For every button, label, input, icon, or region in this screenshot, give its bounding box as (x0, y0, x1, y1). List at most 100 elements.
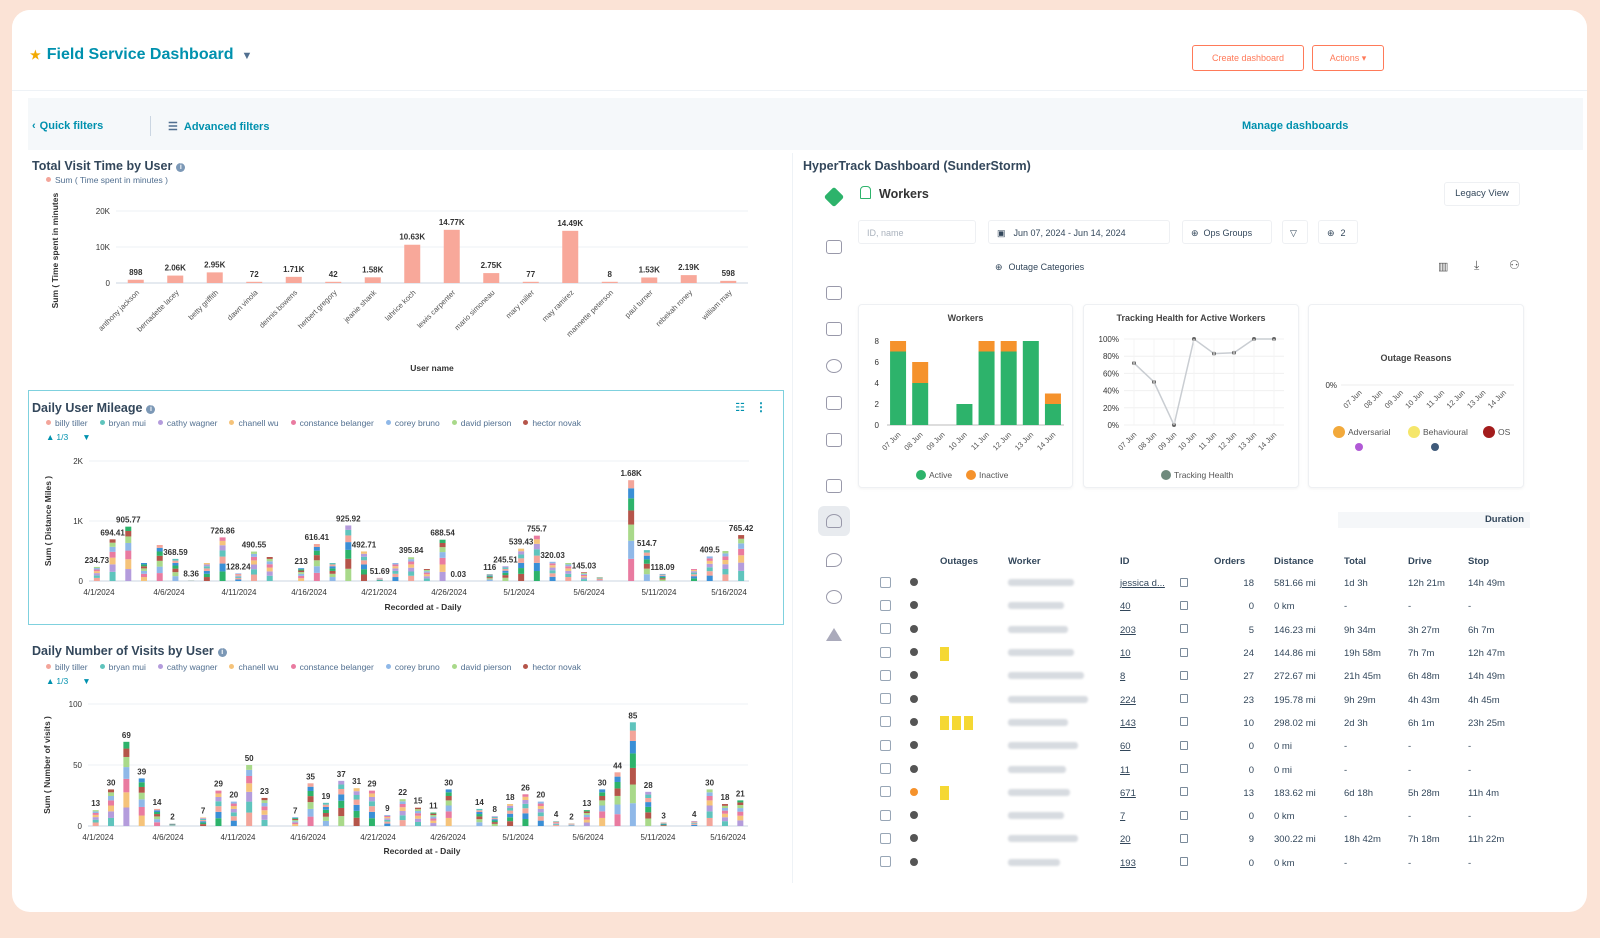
legend-item[interactable]: constance belanger (290, 418, 374, 428)
row-checkbox[interactable] (880, 693, 891, 705)
pager-next-icon[interactable]: ▼ (82, 676, 91, 686)
row-checkbox[interactable] (880, 716, 891, 728)
worker-id-link[interactable]: 224 (1120, 694, 1136, 706)
row-checkbox[interactable] (880, 739, 891, 751)
legend-item[interactable]: bryan mui (99, 418, 146, 428)
legend-item[interactable]: corey bruno (385, 662, 440, 672)
worker-id-link[interactable]: 60 (1120, 741, 1131, 753)
worker-id-link[interactable]: 8 (1120, 671, 1126, 683)
clock-icon[interactable] (826, 590, 842, 604)
col-outages[interactable]: Outages (940, 555, 979, 567)
legend-item[interactable]: cathy wagner (157, 418, 217, 428)
worker-id-link[interactable]: 10 (1120, 648, 1131, 660)
copy-icon[interactable] (1180, 577, 1188, 587)
row-checkbox[interactable] (880, 669, 891, 681)
document-icon[interactable] (826, 479, 842, 493)
table-row[interactable]: 224 23 195.78 mi 9h 29m 4h 43m 4h 45m (880, 688, 1518, 711)
actions-button[interactable]: Actions ▾ (1312, 45, 1384, 71)
dashboard-title[interactable]: ★ Field Service Dashboard ▼ (30, 46, 252, 64)
worker-name-redacted[interactable] (1008, 602, 1064, 610)
worker-name-redacted[interactable] (1008, 812, 1064, 820)
home-icon[interactable] (826, 240, 842, 254)
col-worker[interactable]: Worker (1008, 555, 1041, 567)
worker-id-link[interactable]: 193 (1120, 857, 1136, 869)
legend-item[interactable]: cathy wagner (157, 662, 217, 672)
worker-id-link[interactable]: 20 (1120, 834, 1131, 846)
worker-name-redacted[interactable] (1008, 649, 1074, 657)
worker-name-redacted[interactable] (1008, 858, 1060, 866)
row-checkbox[interactable] (880, 576, 891, 588)
legend-item[interactable]: david pierson (451, 418, 511, 428)
copy-icon[interactable] (1180, 810, 1188, 820)
create-dashboard-button[interactable]: Create dashboard (1192, 45, 1304, 71)
legend-item[interactable]: constance belanger (290, 662, 374, 672)
legacy-view-button[interactable]: Legacy View (1444, 182, 1520, 206)
table-row[interactable]: 193 0 0 km - - - (880, 852, 1518, 875)
worker-id-link[interactable]: 40 (1120, 601, 1131, 613)
copy-icon[interactable] (1180, 694, 1188, 704)
copy-icon[interactable] (1180, 764, 1188, 774)
download-icon[interactable]: ⤓ (1474, 258, 1480, 272)
map-icon[interactable]: ▥ (1438, 261, 1449, 273)
row-checkbox[interactable] (880, 832, 891, 844)
worker-id-link[interactable]: 7 (1120, 811, 1126, 823)
col-total[interactable]: Total (1344, 555, 1366, 567)
col-orders[interactable]: Orders (1214, 555, 1246, 567)
legend-item[interactable]: billy tiller (46, 418, 88, 428)
worker-id-link[interactable]: jessica d... (1120, 578, 1165, 590)
legend-item[interactable]: corey bruno (385, 418, 440, 428)
pager-next-icon[interactable]: ▼ (82, 432, 91, 442)
worker-name-redacted[interactable] (1008, 579, 1074, 587)
worker-name-redacted[interactable] (1008, 765, 1066, 773)
table-row[interactable]: 8 27 272.67 mi 21h 45m 6h 48m 14h 49m (880, 665, 1518, 688)
copy-icon[interactable] (1180, 717, 1188, 727)
gear-icon[interactable] (826, 359, 842, 373)
star-icon[interactable]: ★ (30, 48, 41, 62)
table-row[interactable]: 11 0 0 mi - - - (880, 758, 1518, 781)
search-input[interactable]: ID, name (858, 220, 976, 244)
table-row[interactable]: 143 10 298.02 mi 2d 3h 6h 1m 23h 25m (880, 712, 1518, 735)
table-row[interactable]: 40 0 0 km - - - (880, 595, 1518, 618)
col-id[interactable]: ID (1120, 555, 1130, 567)
worker-name-redacted[interactable] (1008, 718, 1068, 726)
manage-dashboards-link[interactable]: Manage dashboards (1242, 120, 1349, 132)
network-icon[interactable] (826, 628, 842, 641)
table-row[interactable]: 7 0 0 km - - - (880, 805, 1518, 828)
table-row[interactable]: 10 24 144.86 mi 19h 58m 7h 7m 12h 47m (880, 642, 1518, 665)
copy-icon[interactable] (1180, 670, 1188, 680)
row-checkbox[interactable] (880, 856, 891, 868)
info-icon[interactable]: i (217, 648, 227, 657)
legend-pager[interactable]: ▲ 1/3 ▼ (46, 676, 103, 686)
row-checkbox[interactable] (880, 763, 891, 775)
row-checkbox[interactable] (880, 623, 891, 635)
table-row[interactable]: 671 13 183.62 mi 6d 18h 5h 28m 11h 4m (880, 782, 1518, 805)
date-range-picker[interactable]: ▣ Jun 07, 2024 - Jun 14, 2024 (988, 220, 1170, 244)
worker-id-link[interactable]: 143 (1120, 717, 1136, 729)
copy-icon[interactable] (1180, 600, 1188, 610)
worker-id-link[interactable]: 671 (1120, 787, 1136, 799)
copy-icon[interactable] (1180, 647, 1188, 657)
settings-sliders-icon[interactable]: ☷ (735, 402, 745, 414)
pager-prev-icon[interactable]: ▲ (46, 432, 55, 442)
advanced-filters-link[interactable]: ☰ Advanced filters (168, 120, 269, 133)
funnel-icon[interactable]: ▽ (1282, 220, 1308, 244)
copy-icon[interactable] (1180, 624, 1188, 634)
table-row[interactable]: jessica d... 18 581.66 mi 1d 3h 12h 21m 14h 4… (880, 572, 1518, 595)
worker-name-redacted[interactable] (1008, 695, 1088, 703)
legend-item[interactable]: chanell wu (229, 662, 279, 672)
trip-icon[interactable] (826, 396, 842, 410)
col-drive[interactable]: Drive (1408, 555, 1432, 567)
legend-item[interactable]: hector novak (523, 418, 581, 428)
row-checkbox[interactable] (880, 809, 891, 821)
worker-name-redacted[interactable] (1008, 788, 1070, 796)
user-settings-icon[interactable]: ⚇ (1509, 258, 1520, 272)
copy-icon[interactable] (1180, 833, 1188, 843)
location-pin-icon[interactable] (826, 553, 842, 567)
row-checkbox[interactable] (880, 786, 891, 798)
table-row[interactable]: 20 9 300.22 mi 18h 42m 7h 18m 11h 22m (880, 828, 1518, 851)
copy-icon[interactable] (1180, 857, 1188, 867)
worker-id-link[interactable]: 203 (1120, 624, 1136, 636)
outage-categories-filter[interactable]: ⊕ Outage Categories (986, 254, 1106, 278)
legend-pager[interactable]: ▲ 1/3 ▼ (46, 432, 103, 442)
worker-name-redacted[interactable] (1008, 742, 1078, 750)
